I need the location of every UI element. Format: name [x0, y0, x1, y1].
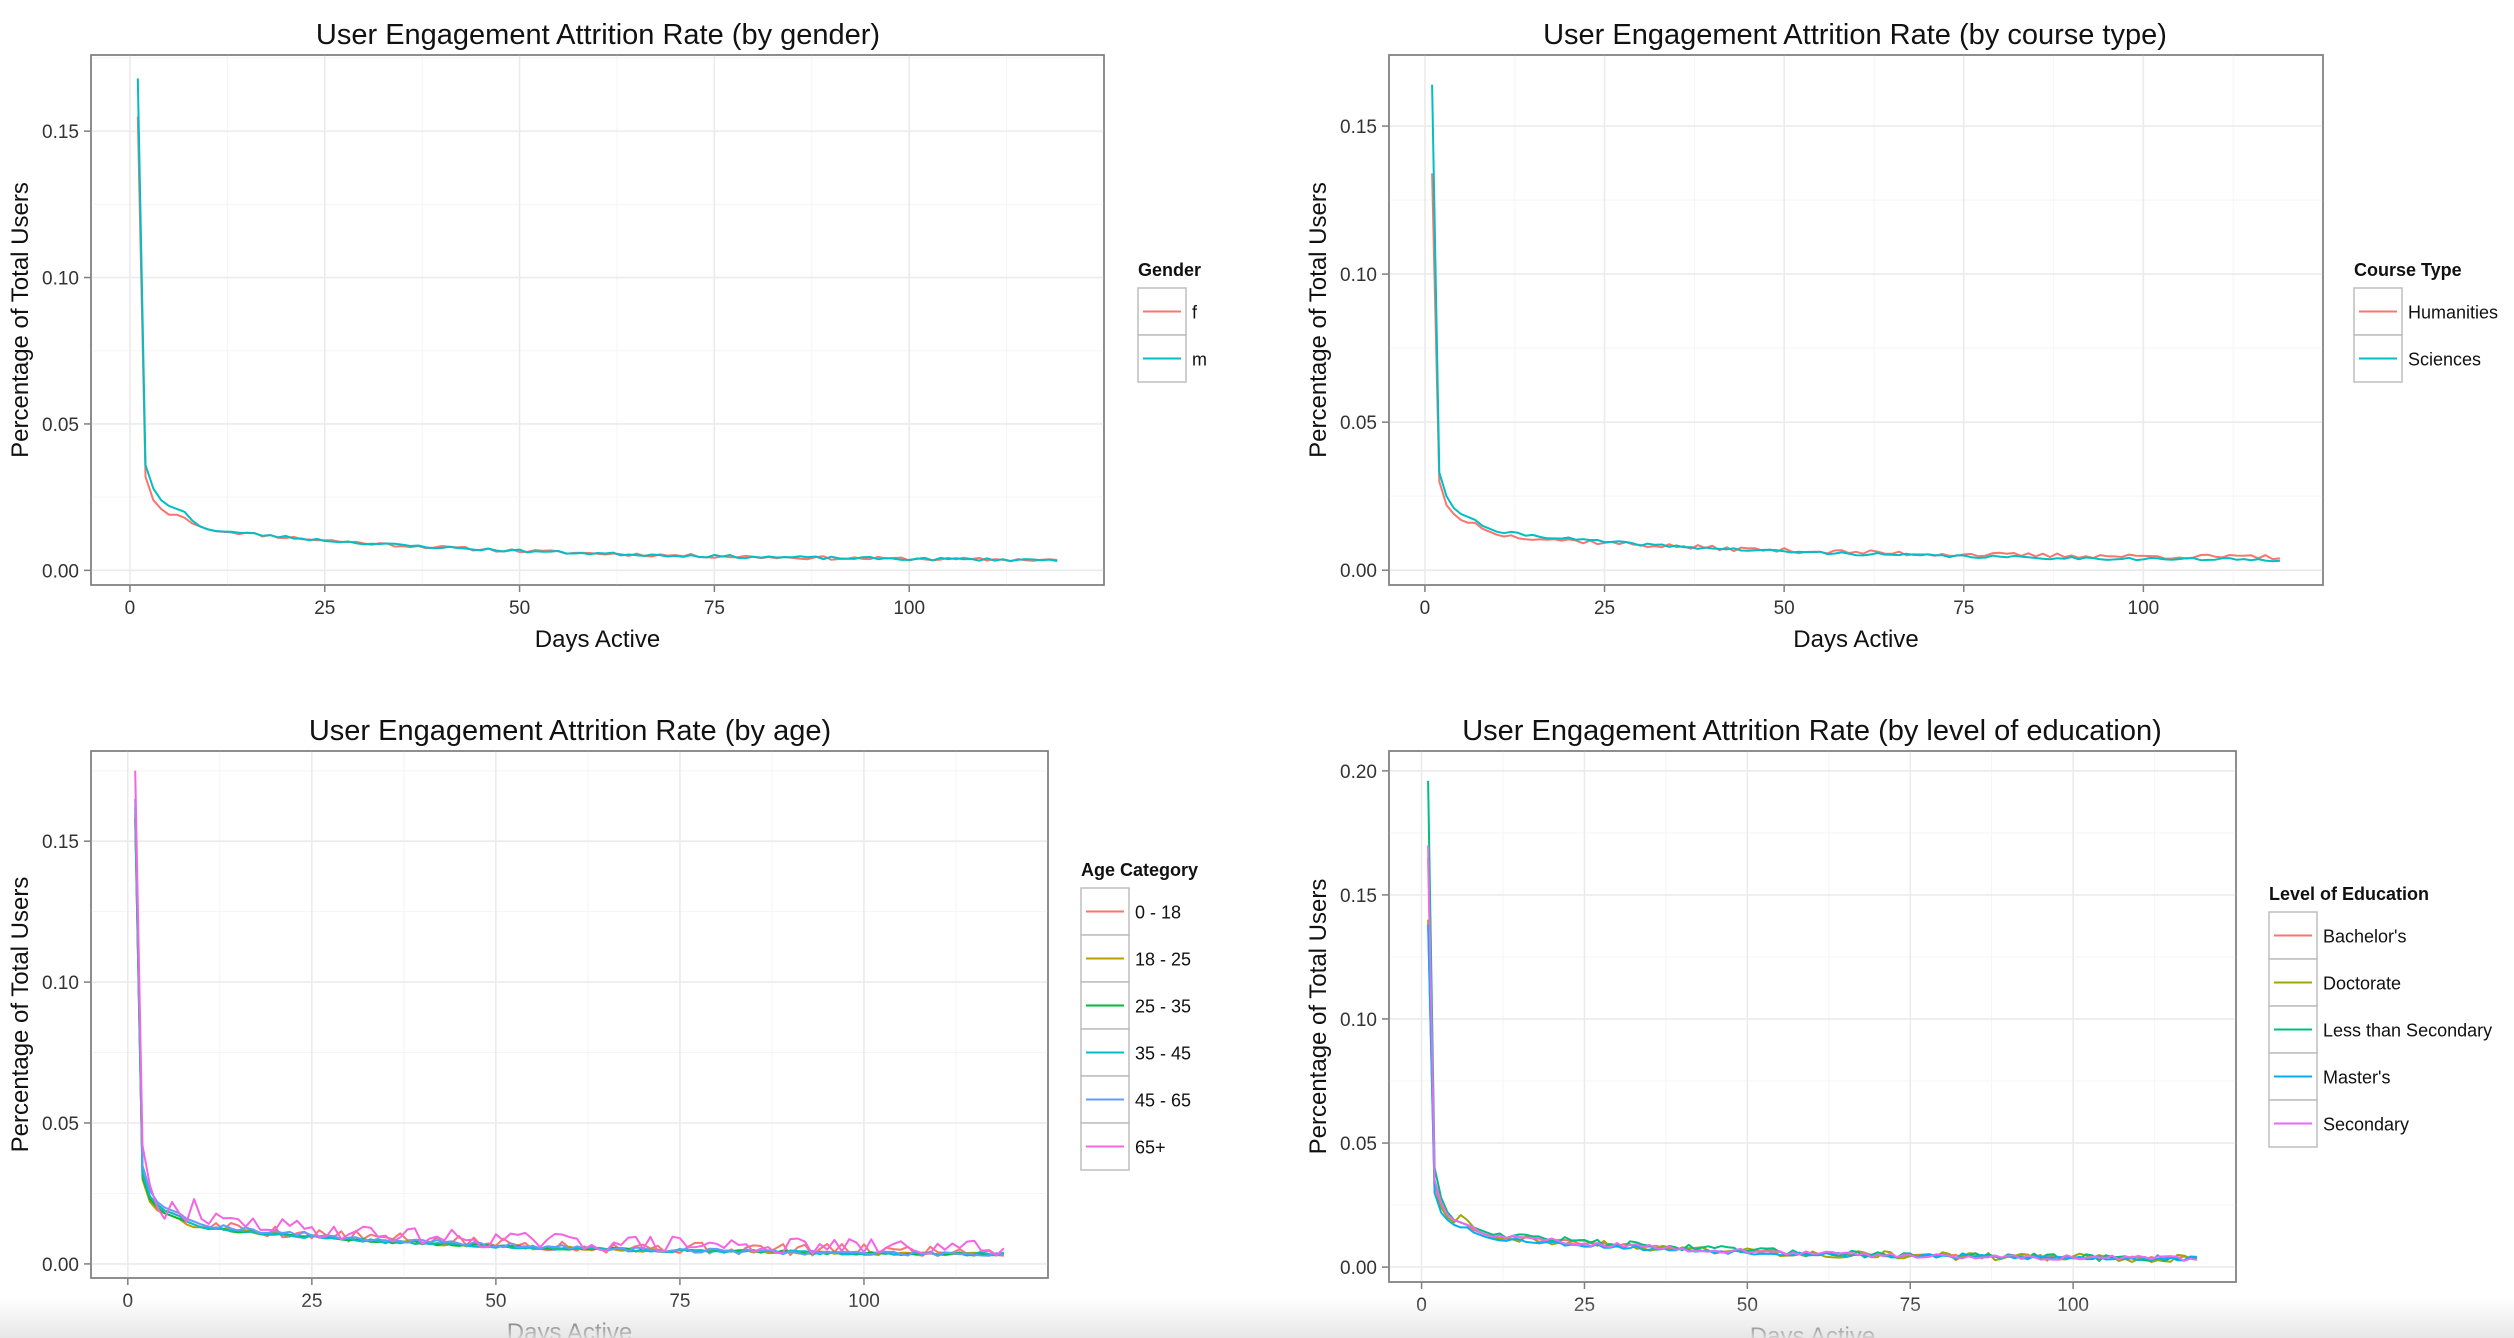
x-axis-title: Days Active	[1793, 626, 1918, 653]
plot-border	[1388, 54, 2324, 586]
series-line-65-	[134, 770, 1005, 1257]
chart-title: User Engagement Attrition Rate (by age)	[309, 715, 831, 747]
chart-title: User Engagement Attrition Rate (by gende…	[316, 19, 880, 51]
x-tick-label: 50	[509, 598, 530, 619]
x-tick-label: 75	[1953, 598, 1974, 619]
y-tick-label: 0.05	[42, 415, 79, 436]
chart-title: User Engagement Attrition Rate (by level…	[1462, 715, 2162, 747]
y-tick-label: 0.05	[1340, 1134, 1377, 1155]
legend-label: f	[1192, 303, 1198, 323]
legend: Level of Education Bachelor's Doctorate Les…	[2268, 884, 2492, 1148]
chart-title: User Engagement Attrition Rate (by cours…	[1543, 19, 2167, 51]
x-tick-label: 25	[1594, 598, 1615, 619]
series-line-humanities	[1431, 173, 2281, 561]
legend-title: Gender	[1138, 260, 1201, 280]
y-tick-label: 0.00	[1340, 561, 1377, 582]
chart-panel-4: User Engagement Attrition Rate (by level…	[1305, 715, 2492, 1338]
legend: Course Type Humanities Sciences	[2353, 260, 2498, 383]
legend-label: 25 - 35	[1135, 997, 1191, 1017]
legend-label: Bachelor's	[2323, 927, 2406, 947]
legend-label: Secondary	[2323, 1115, 2409, 1135]
series-group	[1431, 84, 2281, 563]
legend-label: Humanities	[2408, 303, 2498, 323]
x-tick-label: 75	[704, 598, 725, 619]
y-tick-label: 0.15	[1340, 886, 1377, 907]
y-tick-label: 0.00	[42, 1255, 79, 1276]
y-tick-label: 0.05	[42, 1114, 79, 1135]
legend: Age Category 0 - 18 18 - 25 25 - 35 35 - 45 4…	[1080, 860, 1198, 1171]
y-axis-title: Percentage of Total Users	[7, 877, 34, 1153]
x-tick-label: 100	[2128, 598, 2160, 619]
series-line-m	[136, 78, 1058, 562]
y-tick-label: 0.10	[42, 973, 79, 994]
x-tick-label: 25	[314, 598, 335, 619]
series-line-master-s	[1427, 924, 2197, 1262]
legend-title: Course Type	[2354, 260, 2462, 280]
y-tick-label: 0.10	[1340, 1010, 1377, 1031]
y-tick-label: 0.10	[42, 269, 79, 290]
plot-border	[90, 750, 1049, 1279]
series-group	[1427, 780, 2198, 1264]
series-group	[136, 78, 1058, 563]
x-tick-label: 50	[1774, 598, 1795, 619]
series-line-secondary	[1427, 845, 2198, 1262]
legend-label: Less than Secondary	[2323, 1021, 2492, 1041]
legend-label: Sciences	[2408, 350, 2481, 370]
y-axis-title: Percentage of Total Users	[7, 182, 34, 458]
x-tick-label: 0	[125, 598, 136, 619]
plot-border	[1388, 750, 2237, 1283]
y-tick-label: 0.15	[1340, 117, 1377, 138]
series-line-45-65	[134, 798, 1005, 1257]
x-tick-label: 0	[1420, 598, 1431, 619]
y-tick-label: 0.10	[1340, 265, 1377, 286]
plot-area	[90, 750, 1049, 1279]
legend-title: Age Category	[1081, 860, 1198, 880]
legend-label: 18 - 25	[1135, 950, 1191, 970]
legend-label: 35 - 45	[1135, 1044, 1191, 1064]
bottom-shadow	[0, 1298, 2514, 1338]
chart-panel-2: User Engagement Attrition Rate (by cours…	[1305, 19, 2498, 653]
legend-title: Level of Education	[2269, 884, 2429, 904]
plot-border	[90, 54, 1105, 586]
legend-label: m	[1192, 350, 1207, 370]
y-axis-title: Percentage of Total Users	[1305, 879, 1332, 1155]
y-tick-label: 0.15	[42, 122, 79, 143]
x-axis-title: Days Active	[535, 626, 660, 653]
legend-label: Doctorate	[2323, 974, 2401, 994]
plot-area	[1388, 54, 2324, 586]
legend-label: 0 - 18	[1135, 903, 1181, 923]
legend-label: Master's	[2323, 1068, 2390, 1088]
y-axis-title: Percentage of Total Users	[1305, 182, 1332, 458]
plot-area	[90, 54, 1105, 586]
y-tick-label: 0.00	[1340, 1258, 1377, 1279]
y-tick-label: 0.20	[1340, 762, 1377, 783]
chart-panel-3: User Engagement Attrition Rate (by age) 0…	[7, 715, 1198, 1338]
series-line-sciences	[1431, 84, 2280, 563]
x-tick-label: 100	[893, 598, 925, 619]
legend-label: 45 - 65	[1135, 1091, 1191, 1111]
legend: Gender f m	[1137, 260, 1207, 383]
plot-area	[1388, 750, 2237, 1283]
y-tick-label: 0.00	[42, 561, 79, 582]
y-tick-label: 0.15	[42, 832, 79, 853]
series-group	[134, 770, 1005, 1257]
y-tick-label: 0.05	[1340, 413, 1377, 434]
chart-panel-1: User Engagement Attrition Rate (by gende…	[7, 19, 1207, 653]
legend-label: 65+	[1135, 1138, 1166, 1158]
